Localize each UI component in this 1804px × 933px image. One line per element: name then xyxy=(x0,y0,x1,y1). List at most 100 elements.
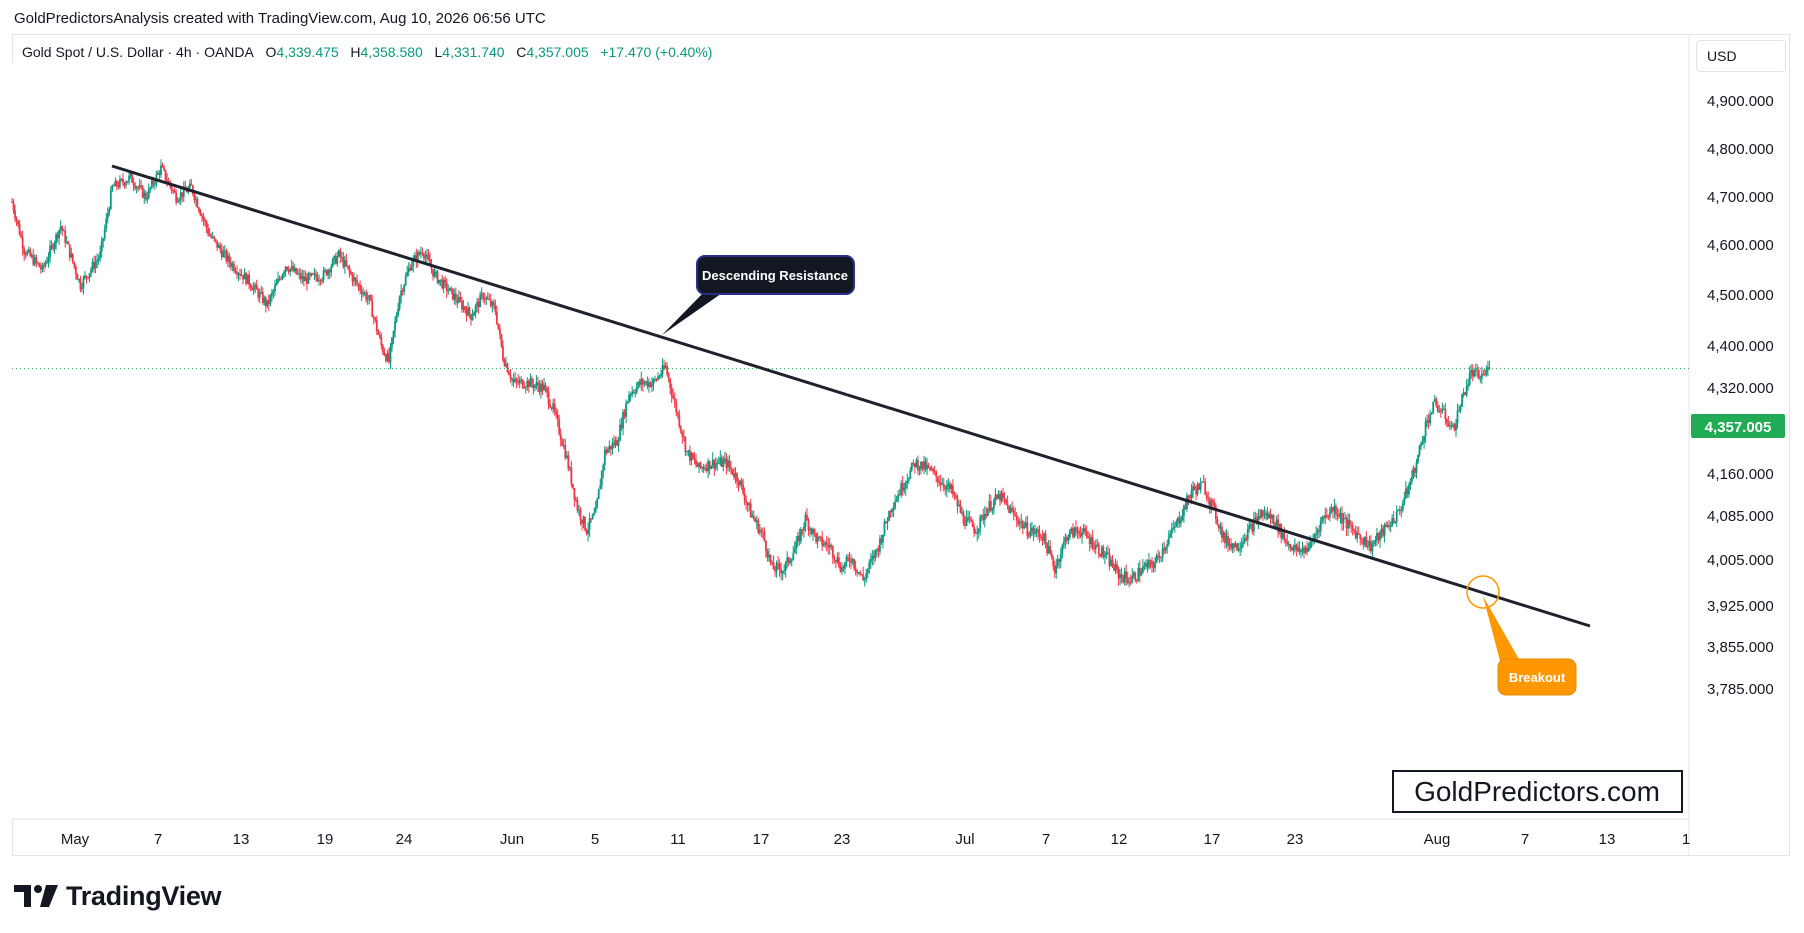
candle-body xyxy=(1161,548,1164,558)
candle-body xyxy=(1388,525,1391,527)
candle-body xyxy=(754,518,757,523)
candle-body xyxy=(932,469,935,472)
time-axis[interactable]: May 7 13 19 24 Jun 5 11 17 23 Jul 7 12 17 23 Aug 7 13 1 xyxy=(61,831,1690,848)
candle-body xyxy=(862,574,865,581)
candle-body xyxy=(950,485,953,489)
candle-body xyxy=(1328,511,1331,518)
time-axis-label: 24 xyxy=(396,831,413,848)
candle-body xyxy=(52,244,54,249)
candle-body xyxy=(509,375,512,379)
tradingview-logo[interactable]: TradingView xyxy=(14,880,222,912)
candle-body xyxy=(766,551,769,558)
candle-body xyxy=(404,276,407,285)
candle-body xyxy=(386,353,389,361)
candle-body xyxy=(461,300,463,310)
candle-body xyxy=(87,277,89,279)
candle-body xyxy=(41,264,44,270)
candle-body xyxy=(699,462,702,468)
candle-body xyxy=(1360,538,1363,540)
candle-body xyxy=(622,411,624,429)
time-axis-label: 19 xyxy=(317,831,334,848)
candle-body xyxy=(1301,547,1304,551)
legend-symbol[interactable]: Gold Spot / U.S. Dollar · 4h · OANDA xyxy=(22,44,254,60)
candle-body xyxy=(623,411,626,417)
plot-area[interactable] xyxy=(12,63,1688,819)
candle-body xyxy=(1377,533,1380,541)
candle-body xyxy=(1085,531,1088,537)
candle-body xyxy=(506,363,509,373)
candle-body xyxy=(483,299,486,301)
candle-body xyxy=(1107,552,1109,554)
candle-body xyxy=(1325,515,1328,517)
candle-body xyxy=(447,290,450,292)
candle-body xyxy=(331,258,334,267)
candle-body xyxy=(17,220,19,225)
legend-low-label: L xyxy=(434,44,443,60)
price-axis-label: 4,900.000 xyxy=(1707,93,1774,110)
candle-body xyxy=(438,279,441,284)
candle-body xyxy=(523,387,526,389)
candle-body xyxy=(517,381,520,384)
candle-body xyxy=(684,437,687,452)
candle-body xyxy=(1005,499,1007,504)
candle-body xyxy=(1082,528,1085,533)
breakout-box xyxy=(1497,658,1577,696)
candle-body xyxy=(1213,501,1216,506)
candle-body xyxy=(666,365,669,374)
candle-body xyxy=(410,265,413,271)
candle-body xyxy=(1199,482,1202,490)
candle-body xyxy=(1255,517,1258,523)
candle-body xyxy=(772,562,775,570)
candle-body xyxy=(39,267,42,270)
descending-resistance-trendline[interactable] xyxy=(111,164,1591,628)
price-axis[interactable]: 4,900.000 4,800.000 4,700.000 4,600.000 4,50… xyxy=(1707,93,1774,698)
candle-body xyxy=(237,273,240,275)
descending-resistance-callout[interactable]: Descending Resistance xyxy=(662,255,855,335)
candle-body xyxy=(1303,547,1305,553)
candle-body xyxy=(988,501,991,509)
candle-body xyxy=(1315,533,1318,536)
candle-body xyxy=(157,172,159,175)
candle-body xyxy=(234,270,237,273)
candle-body xyxy=(1423,436,1425,442)
candle-body xyxy=(26,251,29,256)
candle-body xyxy=(860,574,863,576)
candle-body xyxy=(885,521,887,523)
candle-body xyxy=(704,468,707,470)
candle-body xyxy=(1181,516,1184,521)
time-axis-label: Jun xyxy=(500,831,524,848)
candle-body xyxy=(310,273,313,276)
candle-body xyxy=(1429,414,1432,424)
candle-body xyxy=(117,186,120,188)
candle-body xyxy=(1452,424,1454,427)
candle-body xyxy=(345,260,348,266)
currency-button[interactable]: USD xyxy=(1696,40,1786,72)
candle-body xyxy=(1169,533,1172,538)
candle-body xyxy=(600,471,603,486)
candle-body xyxy=(213,236,216,239)
candle-body xyxy=(35,257,38,263)
candle-body xyxy=(32,255,35,265)
candle-body xyxy=(1432,401,1435,413)
candle-body xyxy=(1164,546,1167,551)
time-axis-label: 23 xyxy=(834,831,851,848)
candle-body xyxy=(465,310,468,316)
candle-body xyxy=(1204,481,1207,495)
candle-body xyxy=(727,460,729,468)
candle-body xyxy=(319,280,322,282)
candle-body xyxy=(322,270,325,280)
candle-body xyxy=(1103,556,1106,558)
candle-body xyxy=(217,245,220,248)
candle-body xyxy=(129,173,132,177)
candle-body xyxy=(1021,521,1024,529)
candle-body xyxy=(356,279,358,284)
candle-body xyxy=(611,442,614,450)
breakout-callout[interactable]: Breakout xyxy=(1466,575,1577,696)
candle-body xyxy=(1461,394,1463,407)
candle-body xyxy=(719,457,722,463)
candle-body xyxy=(637,381,640,387)
candle-body xyxy=(65,241,68,243)
candle-body xyxy=(789,561,792,564)
candle-body xyxy=(486,297,489,299)
